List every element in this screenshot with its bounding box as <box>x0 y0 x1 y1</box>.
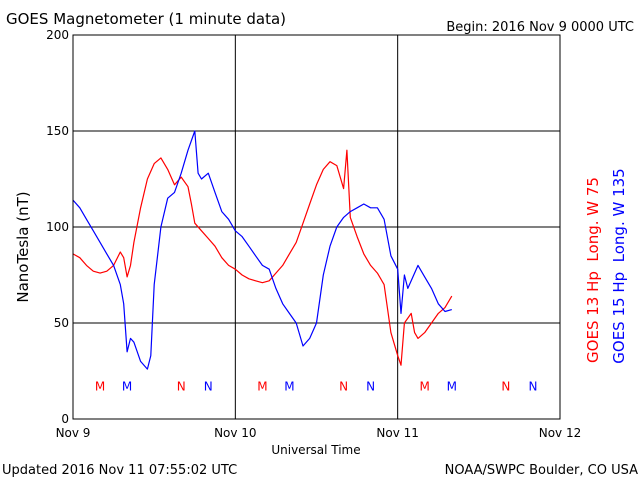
y-tick-100: 100 <box>46 220 69 234</box>
x-axis-label: Universal Time <box>271 443 360 457</box>
y-axis-label: NanoTesla (nT) <box>14 191 32 302</box>
plot-grid <box>72 34 561 420</box>
annotation-n-6: N <box>339 379 348 393</box>
annotation-n-7: N <box>366 379 375 393</box>
y-tick-0: 0 <box>61 412 69 426</box>
updated-time: Updated 2016 Nov 11 07:55:02 UTC <box>2 463 237 478</box>
annotation-n-3: N <box>204 379 213 393</box>
series-line-goes13 <box>72 149 453 366</box>
chart-title: GOES Magnetometer (1 minute data) <box>6 10 286 28</box>
x-tick-48: Nov 11 <box>376 426 419 440</box>
x-tick-24: Nov 10 <box>214 426 257 440</box>
legend-goes15: GOES 15 Hp Long. W 135 <box>610 168 628 363</box>
credit: NOAA/SWPC Boulder, CO USA <box>445 463 638 478</box>
annotation-m-5: M <box>284 379 294 393</box>
y-tick-50: 50 <box>54 316 69 330</box>
annotation-n-10: N <box>501 379 510 393</box>
annotation-m-4: M <box>257 379 267 393</box>
y-tick-labels: 0 50 100 150 200 <box>46 28 69 426</box>
legend-goes13: GOES 13 Hp Long. W 75 <box>584 177 602 363</box>
y-tick-200: 200 <box>46 28 69 42</box>
annotation-n-2: N <box>177 379 186 393</box>
annotation-n-11: N <box>528 379 537 393</box>
begin-time: Begin: 2016 Nov 9 0000 UTC <box>446 20 634 35</box>
y-tick-150: 150 <box>46 124 69 138</box>
series-line-goes15 <box>72 130 452 370</box>
annotation-m-8: M <box>420 379 430 393</box>
x-tick-72: Nov 12 <box>539 426 582 440</box>
plot-frame <box>72 34 561 420</box>
x-tick-0: Nov 9 <box>56 426 91 440</box>
x-tick-labels: Nov 9 Nov 10 Nov 11 Nov 12 <box>56 426 582 440</box>
annotation-m-1: M <box>122 379 132 393</box>
annotation-m-9: M <box>447 379 457 393</box>
annotation-m-0: M <box>95 379 105 393</box>
series-lines <box>72 130 453 370</box>
